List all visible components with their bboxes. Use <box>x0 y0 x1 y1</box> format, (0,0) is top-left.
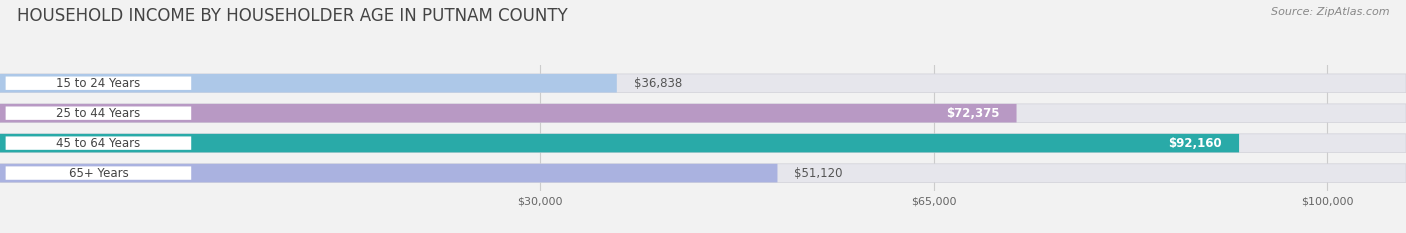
Text: $72,375: $72,375 <box>946 107 1000 120</box>
FancyBboxPatch shape <box>0 134 1406 152</box>
Text: $92,160: $92,160 <box>1168 137 1222 150</box>
FancyBboxPatch shape <box>6 166 191 180</box>
FancyBboxPatch shape <box>6 76 191 90</box>
FancyBboxPatch shape <box>0 74 1406 93</box>
FancyBboxPatch shape <box>0 104 1017 123</box>
FancyBboxPatch shape <box>0 134 1239 152</box>
Text: 25 to 44 Years: 25 to 44 Years <box>56 107 141 120</box>
FancyBboxPatch shape <box>0 164 1406 182</box>
Text: 15 to 24 Years: 15 to 24 Years <box>56 77 141 90</box>
FancyBboxPatch shape <box>0 164 778 182</box>
FancyBboxPatch shape <box>0 104 1406 123</box>
FancyBboxPatch shape <box>6 137 191 150</box>
FancyBboxPatch shape <box>6 106 191 120</box>
Text: 65+ Years: 65+ Years <box>69 167 128 180</box>
Text: $51,120: $51,120 <box>794 167 842 180</box>
FancyBboxPatch shape <box>0 74 617 93</box>
Text: Source: ZipAtlas.com: Source: ZipAtlas.com <box>1271 7 1389 17</box>
Text: HOUSEHOLD INCOME BY HOUSEHOLDER AGE IN PUTNAM COUNTY: HOUSEHOLD INCOME BY HOUSEHOLDER AGE IN P… <box>17 7 568 25</box>
Text: 45 to 64 Years: 45 to 64 Years <box>56 137 141 150</box>
Text: $36,838: $36,838 <box>634 77 682 90</box>
